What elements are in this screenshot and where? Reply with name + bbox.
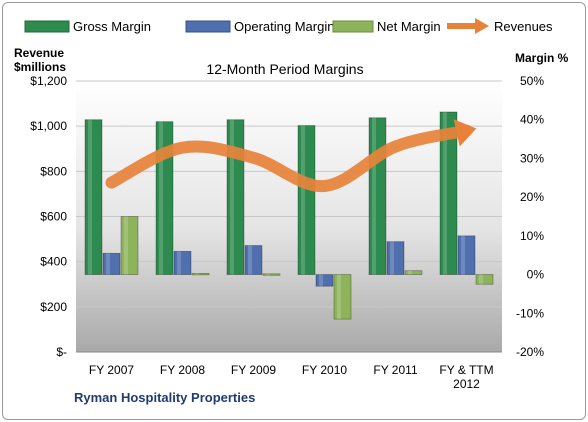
legend-label-operating-margin: Operating Margin: [234, 19, 334, 34]
right-tick-label: 0%: [527, 268, 545, 282]
left-tick-label: $1,200: [30, 74, 67, 88]
bar-gross-margin: [155, 121, 174, 275]
bar-gross-margin: [297, 125, 316, 275]
bar-gross-margin: [226, 119, 245, 275]
bar-net-margin: [191, 273, 210, 276]
legend-swatch-operating-margin: [185, 20, 231, 33]
bar-operating-margin: [173, 250, 192, 275]
left-tick-label: $-: [56, 345, 67, 359]
x-tick-label: FY 2008: [160, 363, 205, 377]
right-tick-label: 20%: [520, 190, 544, 204]
bar-highlight: [88, 119, 92, 275]
left-tick-label: $600: [40, 210, 67, 224]
bar-highlight: [319, 274, 323, 287]
margins-chart: $- $200 $400 $600 $800 $1,000 $1,200 -20% -10% 0…: [14, 18, 569, 405]
legend-label-revenues: Revenues: [494, 19, 553, 34]
bar-highlight: [461, 235, 465, 275]
x-axis-ticks: FY 2007 FY 2008 FY 2009 FY 2010 FY 2011 FY & …: [89, 363, 494, 391]
bar-gross-margin: [84, 119, 103, 275]
bar-highlight: [106, 253, 110, 275]
x-tick-label: FY 2011: [373, 363, 418, 377]
x-tick-label: FY 2009: [231, 363, 276, 377]
bar-highlight: [301, 125, 305, 275]
bar-operating-margin: [102, 252, 121, 275]
bar-operating-margin: [457, 235, 476, 275]
bar-highlight: [479, 274, 483, 285]
revenue-line: [105, 124, 473, 193]
right-tick-label: 50%: [520, 74, 544, 88]
bar-operating-margin: [244, 245, 263, 275]
legend-arrow-revenues: [475, 18, 489, 34]
company-name: Ryman Hospitality Properties: [74, 390, 255, 405]
bar-highlight: [266, 273, 270, 276]
legend-label-net-margin: Net Margin: [377, 19, 441, 34]
chart-title: 12-Month Period Margins: [206, 61, 363, 77]
bar-highlight: [248, 245, 252, 275]
x-tick-label: FY 2007: [89, 363, 134, 377]
bar-net-margin: [262, 273, 281, 276]
bar-highlight: [443, 111, 447, 275]
left-tick-label: $400: [40, 255, 67, 269]
right-tick-label: 10%: [520, 229, 544, 243]
legend-label-gross-margin: Gross Margin: [73, 19, 151, 34]
bar-gross-margin: [439, 111, 458, 275]
bar-highlight: [230, 119, 234, 275]
bar-highlight: [159, 121, 163, 275]
bar-highlight: [372, 117, 376, 275]
right-tick-label: 30%: [520, 151, 544, 165]
bar-operating-margin: [315, 274, 334, 287]
left-tick-label: $800: [40, 164, 67, 178]
bar-highlight: [124, 216, 128, 275]
right-tick-label: -10%: [516, 306, 544, 320]
bar-highlight: [408, 270, 412, 275]
bar-net-margin: [404, 270, 423, 275]
x-tick-label: 2012: [453, 377, 480, 391]
left-axis-ticks: $- $200 $400 $600 $800 $1,000 $1,200: [30, 74, 67, 359]
bar-highlight: [337, 274, 341, 320]
revenue-line-group: [105, 119, 477, 193]
bar-net-margin: [120, 216, 139, 275]
legend-swatch-net-margin: [332, 20, 374, 33]
right-tick-label: 40%: [520, 113, 544, 127]
legend: Gross Margin Operating Margin Net Margin…: [24, 18, 553, 34]
left-axis-title-line2: $millions: [14, 60, 66, 74]
bar-gross-margin: [368, 117, 387, 275]
right-axis-title: Margin %: [515, 51, 569, 65]
x-tick-label: FY & TTM: [439, 363, 493, 377]
bar-operating-margin: [386, 241, 405, 275]
revenue-arrow-head: [453, 119, 477, 147]
x-tick-label: FY 2010: [302, 363, 347, 377]
bar-highlight: [177, 251, 181, 275]
left-tick-label: $1,000: [30, 119, 67, 133]
right-axis-ticks: -20% -10% 0% 10% 20% 30% 40% 50%: [516, 74, 544, 359]
left-tick-label: $200: [40, 300, 67, 314]
bar-net-margin: [333, 274, 352, 320]
bar-highlight: [390, 241, 394, 275]
left-axis-title-line1: Revenue: [14, 46, 64, 60]
bar-net-margin: [475, 274, 494, 285]
legend-swatch-gross-margin: [24, 20, 70, 33]
bar-highlight: [195, 273, 199, 275]
right-tick-label: -20%: [516, 345, 544, 359]
